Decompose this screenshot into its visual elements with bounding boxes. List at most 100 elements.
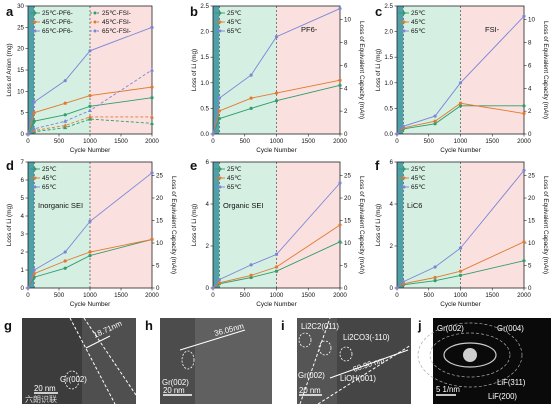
- y2-tick-label: 4: [344, 85, 348, 92]
- data-point: [26, 286, 30, 290]
- legend-marker: [93, 29, 97, 33]
- panel-letter-b: b: [190, 4, 198, 19]
- ring-label: Gr(002): [437, 324, 464, 333]
- legend-label: 65℃-FSI-: [102, 28, 131, 35]
- data-point: [274, 99, 279, 103]
- panel-letter-i: i: [281, 318, 285, 333]
- data-point: [88, 114, 92, 119]
- x-axis-label: Cycle Number: [256, 147, 297, 154]
- thickness-marker: [179, 329, 246, 351]
- panel-letter-e: e: [190, 158, 197, 173]
- y-tick-label: 25: [17, 24, 24, 31]
- y-tick-label: 2: [390, 243, 394, 250]
- data-point: [88, 104, 92, 108]
- legend-label: 65℃: [227, 184, 242, 191]
- legend-marker: [218, 167, 222, 171]
- y-tick-label: 0: [206, 285, 210, 292]
- y-tick-label: 2.5: [384, 3, 393, 10]
- data-point: [63, 125, 68, 130]
- y-tick-label: 0.0: [384, 131, 393, 138]
- y-tick-label: 15: [17, 67, 24, 74]
- y-tick-label: 6: [390, 159, 394, 166]
- chart-annotation: Organic SEI: [223, 201, 263, 210]
- y2-tick-label: 2: [528, 108, 532, 115]
- zone-late: [90, 162, 152, 288]
- watermark: 六朗识联: [25, 394, 57, 404]
- zone-mid: [219, 6, 277, 134]
- data-point: [150, 121, 154, 125]
- data-point: [88, 219, 92, 223]
- x-axis-label: Cycle Number: [256, 301, 297, 308]
- legend-label: 25℃: [411, 10, 426, 17]
- diffraction-ring: [417, 322, 523, 388]
- y-tick-label: 30: [17, 3, 24, 10]
- x-tick-label: 0: [211, 292, 215, 299]
- chart-c: c 0 500 1000 1500 2000 0.0 0.5 1.0 1.5 2.0 2.5 0 2 4 6 8…: [375, 3, 549, 154]
- data-point: [32, 119, 36, 123]
- micrograph-h: h 36.05nm Gr(002) 20 nm: [145, 318, 272, 404]
- legend-marker: [33, 11, 37, 15]
- y-tick-label: 3: [21, 231, 25, 238]
- data-point: [338, 223, 342, 227]
- legend-label: 25℃-FSI-: [102, 10, 131, 17]
- y-tick-label: 20: [17, 46, 24, 53]
- y2-tick-label: 0: [156, 285, 160, 292]
- scale-label: 20 nm: [299, 386, 321, 395]
- y2-tick-label: 0: [344, 131, 348, 138]
- x-tick-label: 2000: [333, 292, 347, 299]
- legend-marker: [402, 167, 406, 171]
- data-point: [433, 265, 437, 269]
- data-point: [249, 273, 253, 277]
- diffraction-ring: [443, 342, 497, 368]
- y2-tick-label: 6: [344, 62, 348, 69]
- y-tick-label: 7: [21, 159, 25, 166]
- x-tick-label: 1500: [114, 292, 128, 299]
- data-point: [458, 104, 463, 108]
- region-marker: [339, 346, 353, 362]
- scale-label: 20 nm: [163, 386, 185, 395]
- y-tick-label: 0: [21, 131, 25, 138]
- zone-mid: [403, 162, 461, 288]
- panel-letter-c: c: [375, 4, 382, 19]
- micrograph-h-shade: [160, 318, 195, 404]
- zone-late: [276, 6, 340, 134]
- data-point: [150, 25, 154, 29]
- lattice-label: Gr(002): [162, 378, 189, 387]
- legend-label: 25℃: [227, 10, 242, 17]
- data-point: [522, 104, 526, 108]
- data-point: [458, 246, 463, 250]
- data-point: [63, 101, 67, 105]
- data-point: [32, 268, 36, 272]
- y2-axis-label: Loss of Equivalent Capacity (mAh): [542, 176, 549, 274]
- zone-early: [28, 162, 35, 288]
- lattice-label: Gr(002): [60, 375, 87, 384]
- phase-label: LiOH(001): [340, 374, 376, 383]
- legend-label: 65℃: [227, 28, 242, 35]
- y2-tick-label: 0: [344, 285, 348, 292]
- legend-marker: [218, 11, 222, 15]
- legend-marker: [218, 185, 222, 189]
- y2-tick-label: 5: [156, 263, 160, 270]
- y-axis-label: Loss of Li (mg): [191, 49, 198, 91]
- legend-label: 45℃-PF6-: [42, 19, 73, 26]
- y2-axis-label: Loss of Equivalent Capacity (mAh): [170, 176, 177, 274]
- data-point: [150, 96, 154, 100]
- legend-label: 45℃: [411, 19, 426, 26]
- panel-letter-a: a: [6, 4, 14, 19]
- region-marker: [318, 340, 332, 356]
- chart-a: a 0 500 1000 1500 2000 0 5 10 15 20 25 30 Cycle Numbe…: [6, 3, 159, 154]
- region-marker: [181, 350, 195, 370]
- zone-mid: [219, 162, 277, 288]
- thickness-marker: [329, 349, 409, 379]
- y2-tick-label: 20: [344, 195, 351, 202]
- y-tick-label: 0.0: [200, 131, 209, 138]
- legend-label: 45℃-FSI-: [102, 19, 131, 26]
- y-tick-label: 6: [21, 177, 25, 184]
- series-line: [27, 116, 152, 135]
- y-tick-label: 1.5: [200, 54, 209, 61]
- data-point: [217, 96, 221, 100]
- legend-label: 45℃: [227, 175, 242, 182]
